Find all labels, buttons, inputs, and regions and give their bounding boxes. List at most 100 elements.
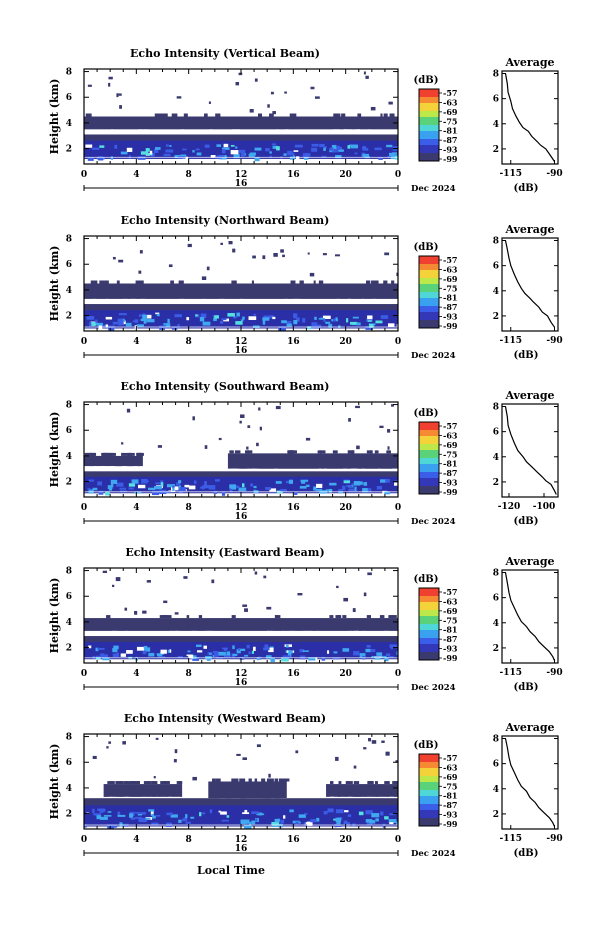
layer-edge [99,280,105,284]
sparse-echo [280,249,284,253]
layer-edge [266,630,270,634]
echo-cell [155,312,160,315]
colorbar-cell [419,143,439,146]
profile-title: Average [504,721,554,734]
echo-cell [144,314,152,319]
echo-cell [314,316,317,320]
profile-frame [501,70,559,165]
echo-cell [335,817,342,822]
echo-cell [105,316,113,320]
lower-core [84,805,398,827]
colorbar-cell [419,99,439,102]
echo-cell [122,318,125,323]
echo-cell [120,151,128,155]
echo-cell [289,809,294,813]
colorbar-unit: (dB) [414,574,439,585]
colorbar-cell [419,105,439,108]
colorbar-label: -93 [443,810,458,820]
profile-y-tick-label: 8 [493,70,499,80]
y-tick-label: 6 [66,758,72,768]
sparse-echo [134,610,138,615]
echo-cell [142,650,147,655]
y-tick-label: 8 [66,733,72,743]
echo-cell [165,149,174,153]
colorbar-cell [419,466,439,469]
echo-cell [364,488,372,493]
colorbar-cell [419,612,439,615]
echo-cell [236,649,241,654]
colorbar-cell [419,115,439,118]
colorbar-cell [419,482,439,485]
sparse-echo [138,270,142,274]
y-axis-label: Height (km) [48,79,61,155]
echo-cell [204,144,210,148]
x-tick-label: 16 [287,337,300,347]
echo-cell [157,654,163,657]
echo-cell [169,145,172,147]
layer-edge [352,468,359,472]
sparse-echo [238,72,243,76]
sparse-echo [249,109,254,113]
layer-edge [338,781,342,785]
colorbar-cell [419,778,439,781]
echo-cell [389,813,396,816]
echo-cell [230,144,235,147]
sparse-echo [192,416,195,421]
echo-cell [134,816,142,819]
profile-y-tick-label: 6 [493,760,499,770]
echo-cell [169,649,172,653]
echo-cell [96,655,104,658]
profile-line [504,738,556,827]
colorbar-frame [418,587,440,661]
colorbar-cell [419,266,439,269]
colorbar-label: -93 [443,145,458,155]
echo-cell [276,146,280,151]
echo-cell [286,321,292,325]
date-day: 16 [235,346,248,356]
sparse-echo [108,741,112,744]
layer-edge [129,781,134,785]
echo-cell [397,646,398,649]
layer-edge [284,778,290,782]
sparse-echo [102,570,108,574]
layer-edge [371,280,374,284]
layer-edge [390,615,397,619]
colorbar-label: -63 [443,430,458,440]
colorbar-cell [419,111,439,114]
echo-cell [288,650,293,654]
echo-cell [257,812,263,816]
echo-cell [395,644,398,649]
layer-edge [319,450,326,454]
echo-cell [388,819,397,824]
panel-title: Echo Intensity (Southward Beam) [121,380,330,393]
echo-cell [137,813,143,816]
echo-cell [110,156,113,160]
echo-cell [283,815,286,819]
layer-edge [92,298,97,302]
echo-cell [396,651,398,656]
colorbar-cell [419,312,439,315]
colorbar-cell [419,758,439,761]
echo-cell [222,647,228,650]
echo-cell [322,315,331,320]
echo-cell [265,655,272,659]
echo-cell [303,156,309,160]
echo-cell [103,815,112,817]
profile-x-label: (dB) [514,848,539,859]
colorbar-cell [419,141,439,144]
layer-edge [91,280,98,284]
echo-cell [92,808,95,814]
layer-edge [395,468,398,472]
echo-cell [146,153,153,156]
echo-cell [138,314,146,317]
echo-cell [305,152,308,155]
echo-cell [156,653,164,655]
profile-frame [501,237,559,332]
echo-cell [295,156,300,161]
echo-cell [389,822,394,825]
profile-x-tick-label: -115 [499,668,522,678]
colorbar-cell [419,324,439,327]
layer-edge [106,615,111,619]
